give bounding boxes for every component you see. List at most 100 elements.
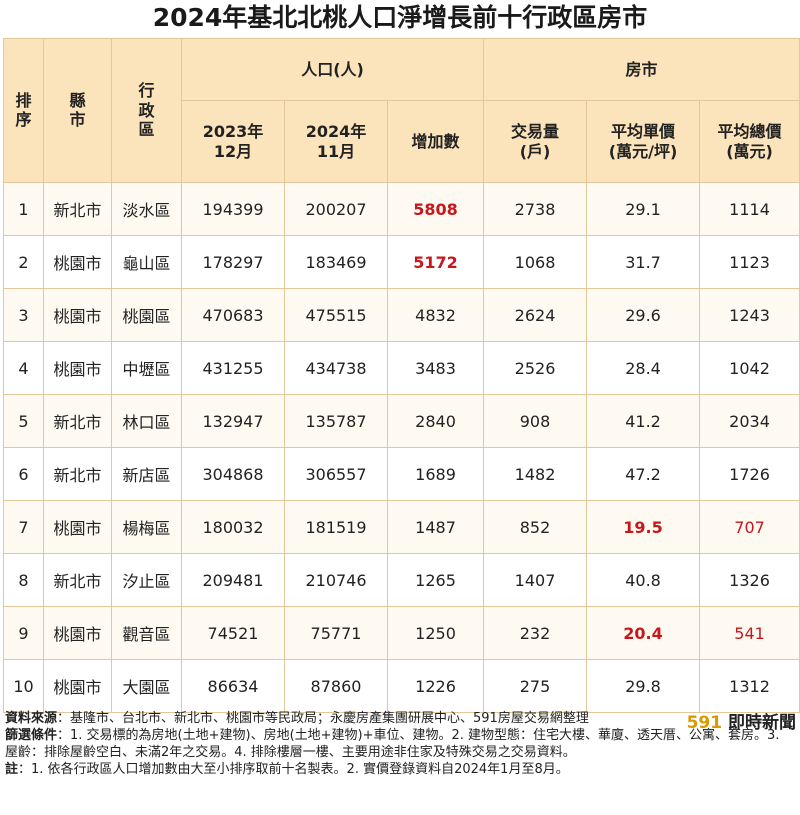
cell-total-price: 1243 (699, 288, 800, 342)
cell-increase: 1250 (386, 606, 485, 660)
remark-note: 註：1. 依各行政區人口增加數由大至小排序取前十名製表。2. 實價登錄資料自20… (5, 762, 569, 777)
cell-volume: 1068 (483, 235, 588, 289)
table-row: 8 新北市 汐止區 209481 210746 1265 1407 40.8 1326 (3, 553, 800, 607)
cell-volume: 232 (483, 606, 588, 660)
cell-pop2023: 178297 (181, 235, 285, 289)
cell-rank: 2 (3, 235, 44, 289)
cell-total-price: 1326 (699, 553, 800, 607)
cell-unit-price: 47.2 (586, 447, 701, 501)
cell-rank: 4 (3, 341, 44, 395)
cell-pop2023: 74521 (181, 606, 285, 660)
cell-total-price: 707 (699, 500, 800, 554)
cell-increase: 1487 (386, 500, 485, 554)
cell-total-price: 1042 (699, 341, 800, 395)
header-volume: 交易量(戶) (483, 100, 588, 183)
cell-pop2024: 200207 (284, 182, 388, 236)
table-footer: 資料來源：基隆市、台北市、新北市、桃園市等民政局；永慶房產集團研展中心、591房… (5, 710, 795, 778)
cell-unit-price: 31.7 (586, 235, 701, 289)
table-row: 3 桃園市 桃園區 470683 475515 4832 2624 29.6 1243 (3, 288, 800, 342)
cell-county: 新北市 (43, 182, 112, 236)
cell-increase: 5172 (386, 235, 485, 289)
page-title: 2024年基北北桃人口淨增長前十行政區房市 (152, 3, 648, 32)
cell-rank: 9 (3, 606, 44, 660)
cell-county: 桃園市 (43, 606, 112, 660)
cell-unit-price: 28.4 (586, 341, 701, 395)
cell-unit-price: 29.6 (586, 288, 701, 342)
cell-district: 汐止區 (111, 553, 182, 607)
header-increase: 增加數 (386, 100, 485, 183)
cell-district: 新店區 (111, 447, 182, 501)
header-housing-group: 房市 (483, 38, 800, 101)
table-row: 6 新北市 新店區 304868 306557 1689 1482 47.2 1726 (3, 447, 800, 501)
cell-pop2023: 194399 (181, 182, 285, 236)
cell-increase: 3483 (386, 341, 485, 395)
header-total-price: 平均總價(萬元) (699, 100, 800, 183)
cell-county: 桃園市 (43, 341, 112, 395)
cell-pop2023: 209481 (181, 553, 285, 607)
cell-county: 新北市 (43, 553, 112, 607)
cell-rank: 1 (3, 182, 44, 236)
cell-district: 淡水區 (111, 182, 182, 236)
cell-pop2023: 180032 (181, 500, 285, 554)
cell-volume: 1407 (483, 553, 588, 607)
cell-county: 桃園市 (43, 235, 112, 289)
table-row: 10 桃園市 大園區 86634 87860 1226 275 29.8 1312 (3, 659, 800, 713)
cell-pop2024: 434738 (284, 341, 388, 395)
cell-pop2024: 183469 (284, 235, 388, 289)
table-row: 1 新北市 淡水區 194399 200207 5808 2738 29.1 1114 (3, 182, 800, 236)
cell-district: 大園區 (111, 659, 182, 713)
cell-district: 楊梅區 (111, 500, 182, 554)
cell-district: 桃園區 (111, 288, 182, 342)
header-population-group: 人口(人) (180, 38, 485, 101)
cell-district: 中壢區 (111, 341, 182, 395)
cell-unit-price: 41.2 (586, 394, 701, 448)
cell-rank: 7 (3, 500, 44, 554)
cell-pop2024: 87860 (284, 659, 388, 713)
cell-pop2023: 86634 (181, 659, 285, 713)
header-pop-2024: 2024年11月 (284, 100, 388, 183)
filter-note: 篩選條件：1. 交易標的為房地(土地+建物)、房地(土地+建物)+車位、建物。2… (5, 728, 780, 760)
cell-pop2023: 431255 (181, 341, 285, 395)
cell-increase: 4832 (386, 288, 485, 342)
cell-pop2024: 475515 (284, 288, 388, 342)
cell-pop2024: 135787 (284, 394, 388, 448)
cell-rank: 8 (3, 553, 44, 607)
cell-rank: 5 (3, 394, 44, 448)
cell-pop2024: 75771 (284, 606, 388, 660)
table-row: 2 桃園市 龜山區 178297 183469 5172 1068 31.7 1123 (3, 235, 800, 289)
cell-increase: 1226 (386, 659, 485, 713)
cell-rank: 6 (3, 447, 44, 501)
cell-volume: 275 (483, 659, 588, 713)
population-housing-table: 排序 縣市 行政區 人口(人) 房市 2023年12月 2024年11月 增加數… (3, 38, 800, 713)
table-row: 4 桃園市 中壢區 431255 434738 3483 2526 28.4 1042 (3, 341, 800, 395)
table-row: 9 桃園市 觀音區 74521 75771 1250 232 20.4 541 (3, 606, 800, 660)
cell-pop2024: 210746 (284, 553, 388, 607)
source-note: 資料來源：基隆市、台北市、新北市、桃園市等民政局；永慶房產集團研展中心、591房… (5, 711, 589, 726)
cell-county: 桃園市 (43, 500, 112, 554)
cell-pop2023: 132947 (181, 394, 285, 448)
table-row: 5 新北市 林口區 132947 135787 2840 908 41.2 2034 (3, 394, 800, 448)
cell-pop2023: 304868 (181, 447, 285, 501)
cell-volume: 1482 (483, 447, 588, 501)
cell-county: 桃園市 (43, 288, 112, 342)
cell-increase: 5808 (386, 182, 485, 236)
cell-unit-price: 29.1 (586, 182, 701, 236)
cell-unit-price: 19.5 (586, 500, 701, 554)
cell-pop2024: 181519 (284, 500, 388, 554)
cell-total-price: 541 (699, 606, 800, 660)
cell-total-price: 1312 (699, 659, 800, 713)
cell-county: 桃園市 (43, 659, 112, 713)
cell-volume: 852 (483, 500, 588, 554)
cell-volume: 2526 (483, 341, 588, 395)
cell-rank: 3 (3, 288, 44, 342)
cell-total-price: 2034 (699, 394, 800, 448)
brand-logo: 591 即時新聞 (686, 713, 796, 733)
cell-unit-price: 40.8 (586, 553, 701, 607)
cell-pop2023: 470683 (181, 288, 285, 342)
cell-increase: 2840 (386, 394, 485, 448)
cell-total-price: 1114 (699, 182, 800, 236)
header-unit-price: 平均單價(萬元/坪) (586, 100, 701, 183)
cell-unit-price: 20.4 (586, 606, 701, 660)
cell-unit-price: 29.8 (586, 659, 701, 713)
cell-increase: 1265 (386, 553, 485, 607)
